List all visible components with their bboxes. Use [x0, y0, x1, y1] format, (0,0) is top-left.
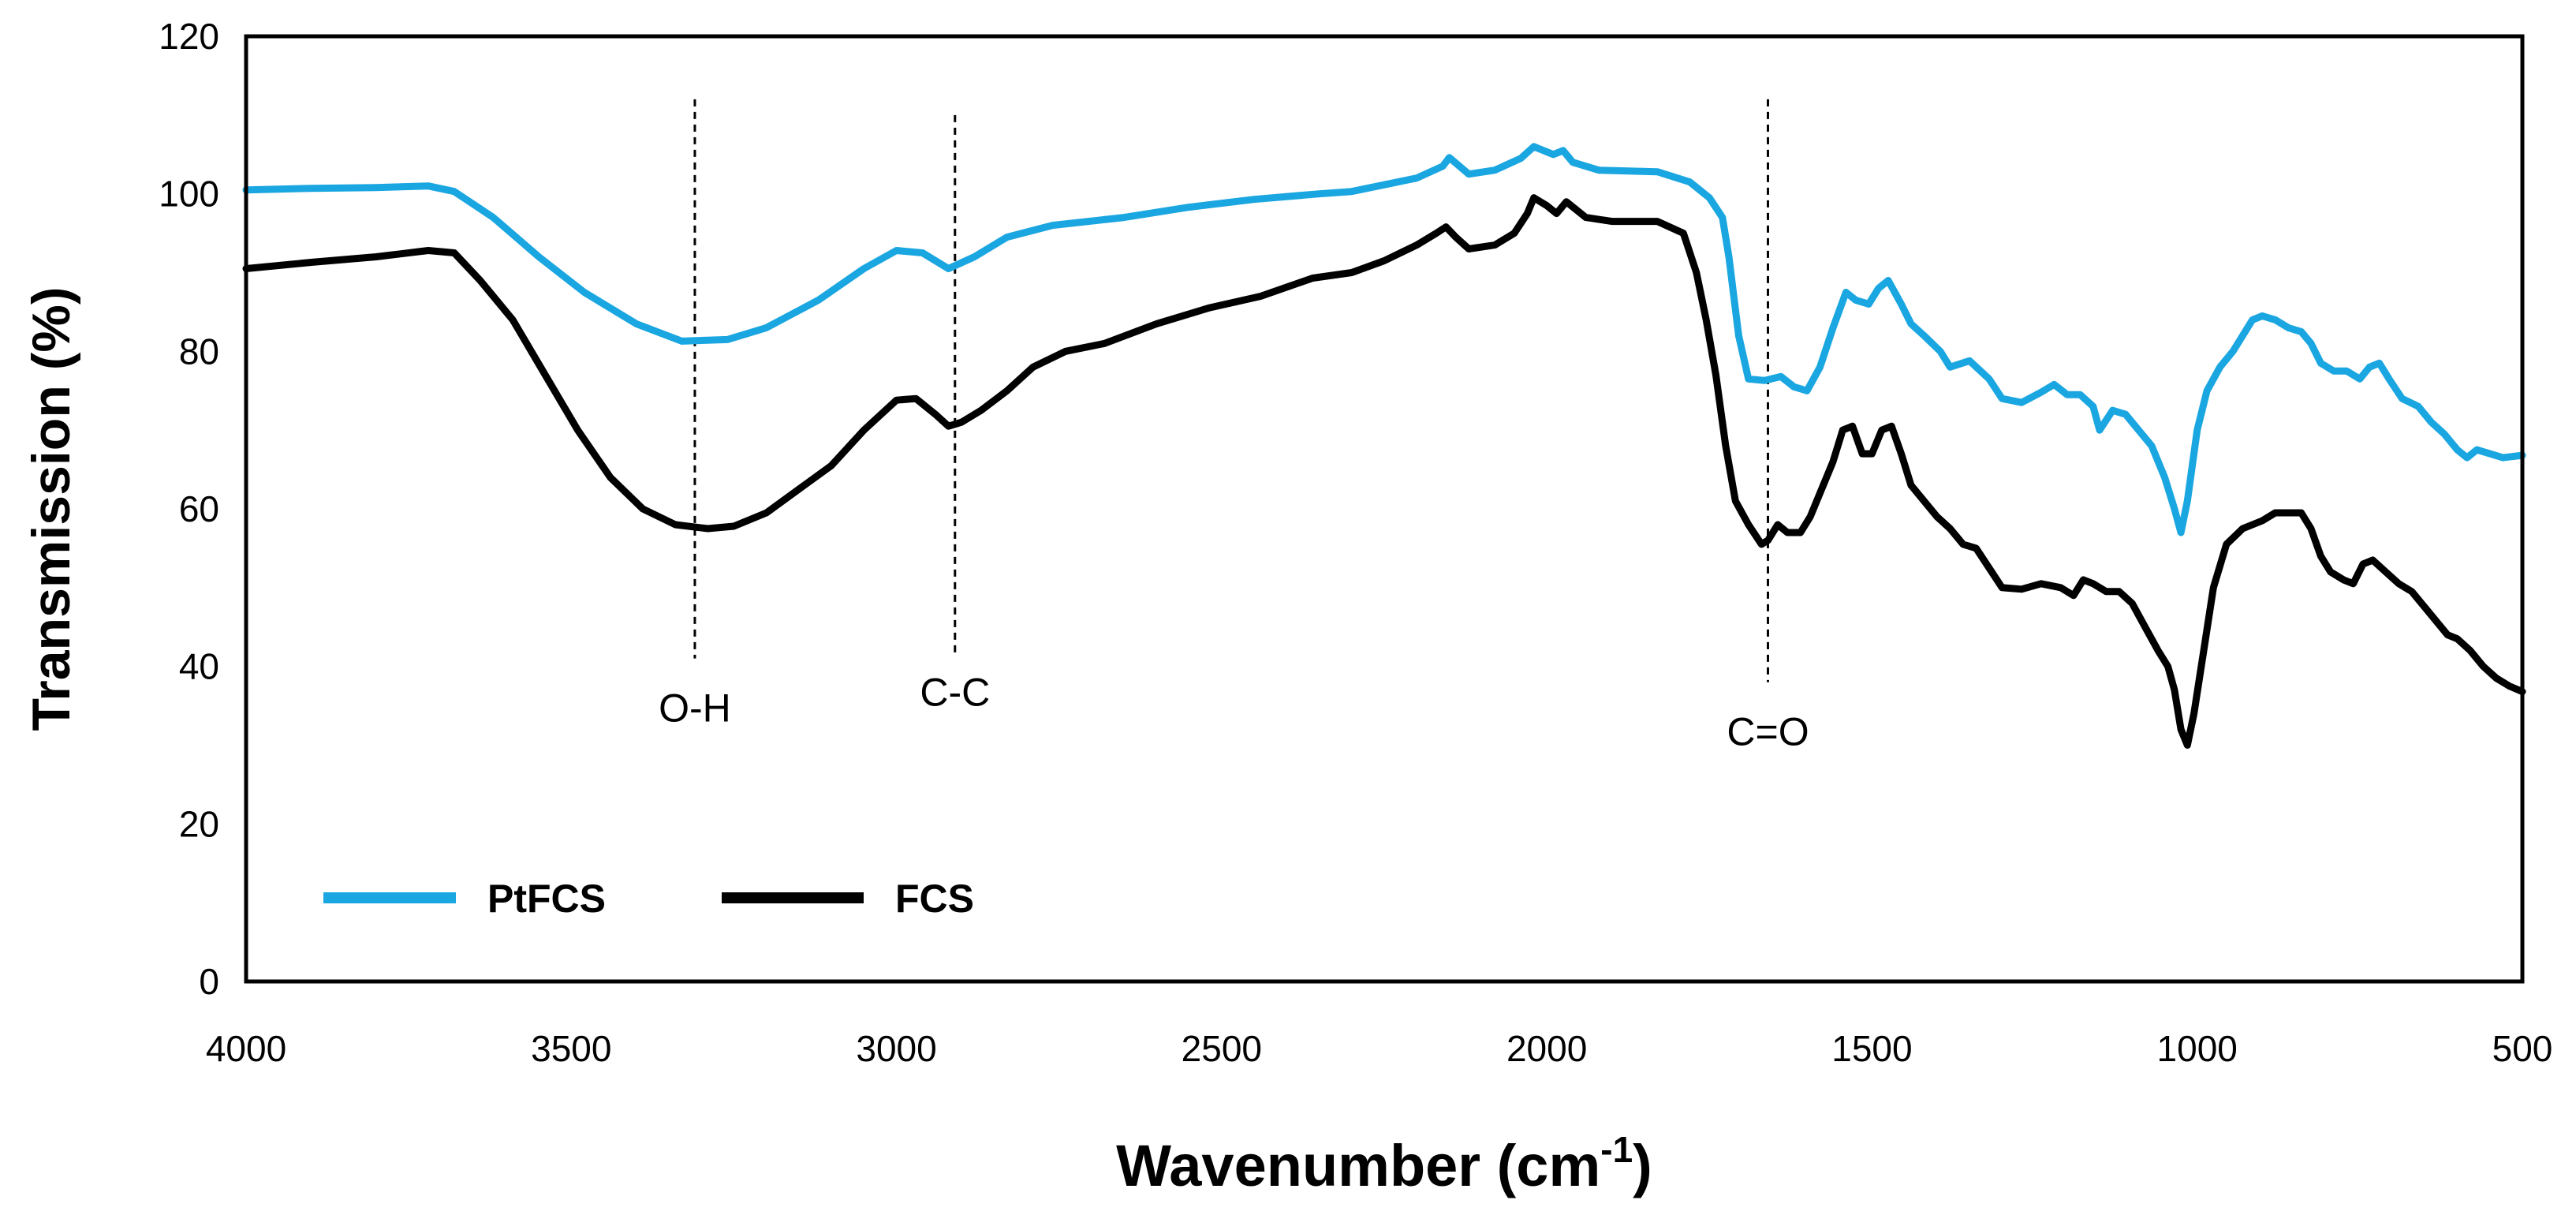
x-tick-label: 3000 [856, 1028, 936, 1069]
legend: PtFCS FCS [323, 877, 974, 921]
series-line-fcs [242, 194, 2526, 749]
x-tick-label: 3500 [531, 1028, 611, 1069]
y-tick-label: 100 [159, 174, 219, 215]
series-line-ptfcs [242, 143, 2526, 536]
y-tick-label: 0 [199, 961, 219, 1002]
annotation-group: O-H C-C C=O [659, 99, 1809, 754]
annotation-label-c-o: C=O [1727, 710, 1809, 754]
annotation-label-c-c: C-C [920, 671, 990, 715]
series-group [242, 143, 2526, 749]
legend-label-fcs: FCS [895, 877, 974, 921]
legend-label-ptfcs: PtFCS [487, 877, 606, 921]
x-axis-title-superscript: -1 [1600, 1129, 1633, 1170]
annotation-label-o-h: O-H [659, 686, 731, 731]
x-tick-label: 2500 [1182, 1028, 1262, 1069]
y-tick-label: 120 [159, 16, 219, 57]
y-tick-label: 40 [179, 646, 219, 687]
x-tick-label: 4000 [206, 1028, 286, 1069]
x-axis-title: Wavenumber (cm-1) [1116, 1129, 1652, 1198]
plot-area-frame [244, 34, 2525, 984]
x-tick-label: 1000 [2157, 1028, 2238, 1069]
x-axis-title-main: Wavenumber (cm [1116, 1133, 1600, 1198]
y-tick-label: 60 [179, 488, 219, 529]
y-axis-title: Transmission (%) [21, 286, 81, 731]
y-tick-label: 80 [179, 331, 219, 372]
x-tick-label: 2000 [1506, 1028, 1587, 1069]
x-axis-title-suffix: ) [1633, 1133, 1652, 1198]
x-tick-label: 500 [2492, 1028, 2553, 1069]
x-axis-tick-labels: 4000 3500 3000 2500 2000 1500 1000 500 [206, 1028, 2553, 1069]
y-axis-tick-labels: 0 20 40 60 80 100 120 [159, 16, 219, 1002]
x-tick-label: 1500 [1831, 1028, 1912, 1069]
y-tick-label: 20 [179, 803, 219, 844]
